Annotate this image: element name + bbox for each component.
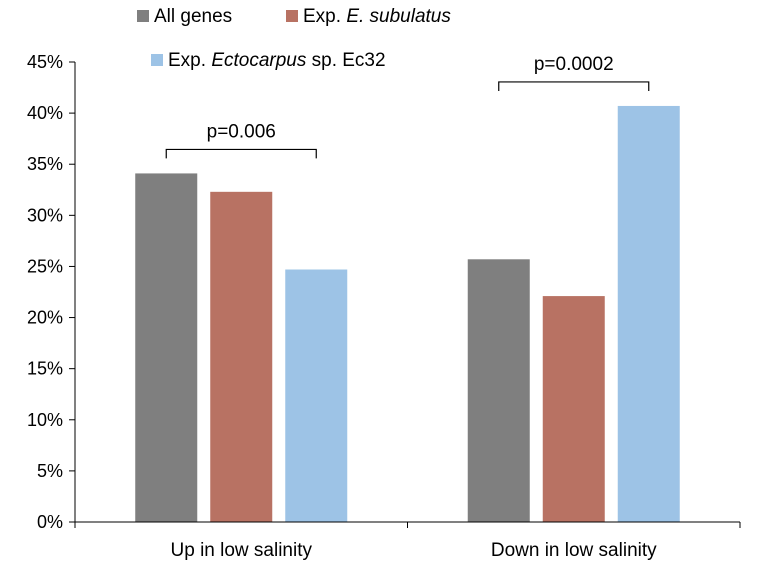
bar bbox=[617, 105, 680, 522]
y-tick-label: 35% bbox=[27, 154, 63, 174]
bar bbox=[542, 296, 605, 522]
y-tick-label: 5% bbox=[37, 461, 63, 481]
y-tick-label: 25% bbox=[27, 256, 63, 276]
bars bbox=[135, 105, 680, 523]
legend-label: Exp. E. subulatus bbox=[303, 6, 451, 27]
bar bbox=[467, 259, 530, 522]
y-tick-label: 10% bbox=[27, 410, 63, 430]
annotations: p=0.006 p=0.0002 bbox=[165, 54, 650, 159]
p-value-label: p=0.0002 bbox=[534, 54, 614, 75]
x-category-label: Down in low salinity bbox=[491, 540, 657, 561]
legend-label: Exp. Ectocarpus sp. Ec32 bbox=[168, 50, 386, 71]
legend-label: All genes bbox=[154, 6, 232, 27]
y-tick-label: 30% bbox=[27, 205, 63, 225]
y-tick-label: 45% bbox=[27, 52, 63, 72]
legend-swatch bbox=[286, 10, 298, 22]
x-category-label: Up in low salinity bbox=[171, 540, 313, 561]
x-axis: Up in low salinity Down in low salinity bbox=[74, 521, 741, 561]
y-tick-label: 15% bbox=[27, 359, 63, 379]
y-tick-label: 20% bbox=[27, 308, 63, 328]
y-tick-label: 0% bbox=[37, 512, 63, 532]
y-axis: 0% 5% 10% 15% 20% 25% 30% 35% 40% 45% bbox=[27, 52, 76, 532]
legend-swatch bbox=[151, 54, 163, 66]
legend-swatch bbox=[137, 10, 149, 22]
y-tick-label: 40% bbox=[27, 103, 63, 123]
significance-bracket bbox=[498, 81, 650, 91]
p-value-label: p=0.006 bbox=[207, 121, 276, 142]
significance-bracket bbox=[165, 148, 317, 159]
legend: All genes Exp. E. subulatus Exp. Ectocarpu… bbox=[137, 6, 451, 71]
bar bbox=[135, 173, 198, 522]
bar bbox=[210, 191, 273, 523]
bar bbox=[285, 269, 348, 522]
